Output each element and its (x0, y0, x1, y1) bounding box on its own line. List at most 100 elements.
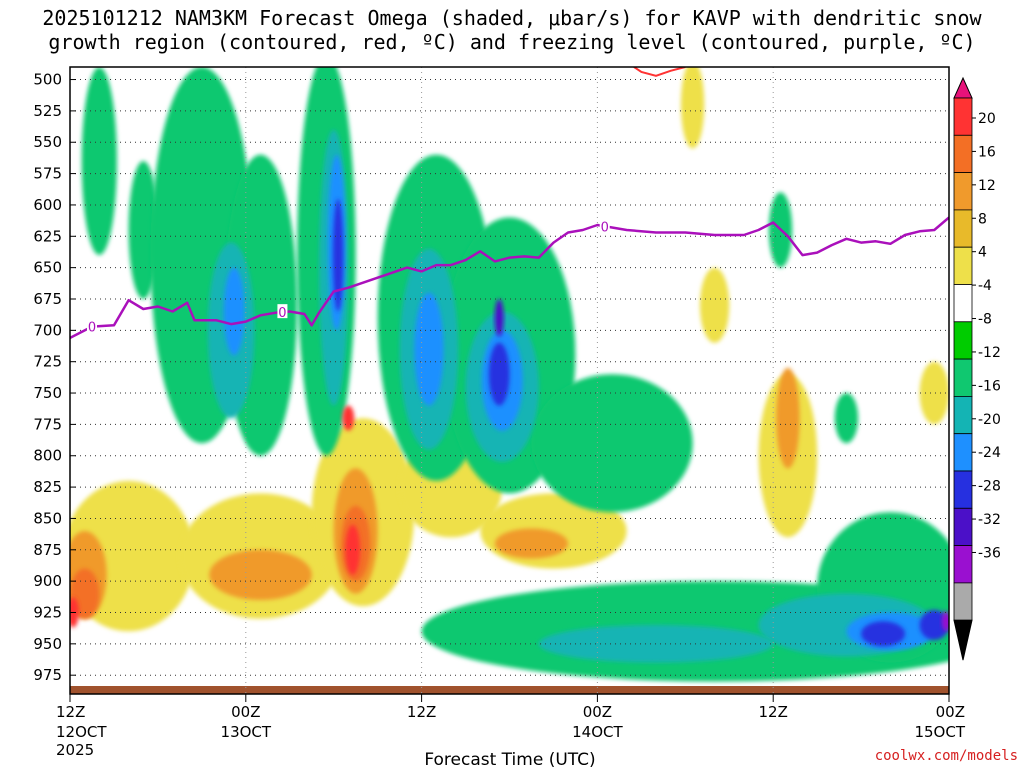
y-tick-label-575: 575 (33, 165, 62, 183)
freezing-level-label-1: 0 (278, 306, 286, 321)
y-tick-label-625: 625 (33, 227, 62, 245)
x-tick-label-l1-36: 00Z (583, 703, 612, 721)
freezing-label-bg-0 (86, 318, 97, 333)
freezing-level-line (70, 216, 949, 340)
x-tick-label-l1-48: 12Z (759, 703, 788, 721)
terrain-band (70, 686, 949, 694)
omega-region-43 (488, 342, 510, 406)
freezing-level-label-2: 0 (601, 220, 609, 235)
dendritic-growth-contour (633, 67, 686, 77)
x-tick-label-l1-12: 00Z (231, 703, 260, 721)
chart-title-line-1: 2025101212 NAM3KM Forecast Omega (shaded… (42, 6, 982, 30)
omega-region-19 (834, 393, 859, 444)
y-axis: 500 525 550 575 600 625 650 675 700 725 750 775 800 8… (33, 71, 76, 684)
y-tick-label-725: 725 (33, 353, 62, 371)
colorbar-swatch-8 (953, 358, 973, 397)
y-tick-label-950: 950 (33, 635, 62, 653)
colorbar-label-5: -4 (978, 278, 992, 294)
colorbar-label-9: -20 (978, 412, 1001, 428)
y-tick-label-650: 650 (33, 259, 62, 277)
x-tick-label-l1-60: 00Z (936, 703, 965, 721)
colorbar-swatch-2 (953, 134, 973, 174)
y-tick-label-825: 825 (33, 478, 62, 496)
colorbar-label-0: 20 (978, 111, 996, 127)
colorbar-label-10: -24 (978, 445, 1001, 461)
y-tick-label-550: 550 (33, 133, 62, 151)
x-tick-label-l1-0: 12Z (56, 703, 85, 721)
y-tick-label-850: 850 (33, 509, 62, 527)
colorbar-label-11: -28 (978, 479, 1001, 495)
colorbar-swatch-6 (953, 284, 973, 323)
freezing-label-bg-1 (277, 304, 288, 319)
colorbar-swatch-11 (953, 470, 973, 509)
omega-region-9 (81, 67, 117, 256)
colorbar: 20 16 12 8 4 -4 -8 -12 -16 -20 -24 -28 -32 -36 (953, 76, 1001, 661)
colorbar-bottom-arrow (953, 619, 973, 661)
x-tick-label-l1-24: 12Z (407, 703, 436, 721)
omega-region-44 (861, 621, 906, 647)
colorbar-swatch-9 (953, 395, 973, 435)
colorbar-label-3: 8 (978, 211, 987, 227)
omega-region-36 (414, 292, 444, 406)
y-tick-label-525: 525 (33, 102, 62, 120)
y-tick-label-925: 925 (33, 603, 62, 621)
x-axis-label: Forecast Time (UTC) (424, 750, 595, 768)
y-tick-label-875: 875 (33, 541, 62, 559)
y-tick-label-975: 975 (33, 666, 62, 684)
x-tick-label-l2-60: 15OCT (914, 723, 965, 741)
omega-region-24 (494, 528, 569, 559)
omega-region-22 (209, 549, 312, 601)
x-tick-label-l2-0: 12OCT (56, 723, 107, 741)
colorbar-swatch-1 (953, 97, 973, 136)
y-tick-label-500: 500 (33, 71, 62, 89)
colorbar-swatch-4 (953, 209, 973, 248)
omega-region-34 (223, 267, 245, 356)
colorbar-label-12: -32 (978, 512, 1001, 528)
colorbar-swatch-3 (953, 172, 973, 211)
chart-title-line-2: growth region (contoured, red, ºC) and f… (48, 30, 975, 54)
colorbar-swatch-14 (953, 582, 973, 621)
colorbar-swatch-13 (953, 545, 973, 584)
omega-region-40 (345, 524, 361, 575)
omega-region-25 (776, 367, 800, 469)
omega-region-6 (699, 267, 730, 343)
x-tick-label-l3-0: 2025 (56, 741, 94, 759)
plot-frame (69, 66, 950, 695)
y-tick-label-600: 600 (33, 196, 62, 214)
colorbar-label-4: 4 (978, 245, 987, 261)
contour-layer: 0 0 0 (70, 67, 949, 340)
omega-region-7 (680, 67, 705, 149)
colorbar-label-7: -12 (978, 345, 1001, 361)
freezing-label-bg-2 (599, 218, 610, 233)
colorbar-label-2: 12 (978, 178, 996, 194)
omega-region-16 (531, 374, 693, 513)
credit-text: coolwx.com/models (875, 748, 1018, 764)
omega-region-31 (538, 625, 774, 663)
colorbar-label-1: 16 (978, 144, 996, 160)
omega-region-46 (494, 299, 504, 337)
colorbar-swatch-12 (953, 507, 973, 546)
x-tick-label-l2-36: 14OCT (572, 723, 623, 741)
colorbar-label-6: -8 (978, 312, 992, 328)
y-tick-label-750: 750 (33, 384, 62, 402)
colorbar-label-8: -16 (978, 378, 1001, 394)
colorbar-swatch-7 (953, 321, 973, 360)
omega-region-47 (941, 611, 949, 632)
y-tick-label-900: 900 (33, 572, 62, 590)
colorbar-label-13: -36 (978, 545, 1001, 561)
omega-region-45 (919, 610, 949, 640)
omega-region-42 (333, 198, 344, 312)
y-tick-label-800: 800 (33, 447, 62, 465)
y-tick-label-775: 775 (33, 415, 62, 433)
y-tick-label-675: 675 (33, 290, 62, 308)
x-tick-label-l2-12: 13OCT (221, 723, 272, 741)
freezing-level-label-0: 0 (88, 321, 96, 336)
omega-region-8 (919, 361, 949, 425)
omega-region-41 (342, 405, 355, 431)
colorbar-swatch-10 (953, 433, 973, 472)
colorbar-swatch-5 (953, 246, 973, 285)
y-tick-label-700: 700 (33, 321, 62, 339)
colorbar-top-arrow (953, 76, 973, 99)
